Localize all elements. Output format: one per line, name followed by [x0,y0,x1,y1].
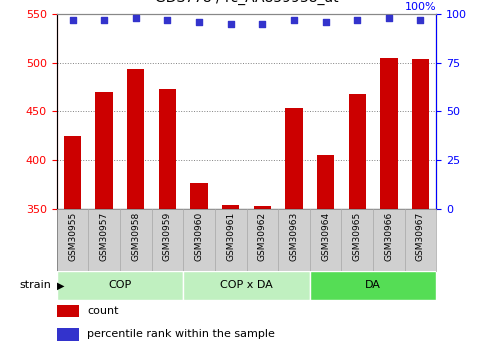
Text: 100%: 100% [405,2,436,12]
Bar [64,136,81,209]
Point [385,15,393,20]
Bar [57,328,79,341]
Text: GSM30966: GSM30966 [385,212,393,261]
Text: GSM30958: GSM30958 [131,212,141,261]
Bar [253,206,271,209]
Text: GSM30963: GSM30963 [289,212,298,261]
Point [290,17,298,22]
Text: COP: COP [108,280,132,290]
Text: GSM30967: GSM30967 [416,212,425,261]
Text: DA: DA [365,280,381,290]
Text: strain: strain [20,280,52,290]
Point [132,15,140,20]
Text: GSM30965: GSM30965 [352,212,362,261]
FancyBboxPatch shape [310,209,341,271]
Bar [285,108,303,209]
Bar [96,92,113,209]
Text: percentile rank within the sample: percentile rank within the sample [87,329,275,339]
Text: GSM30962: GSM30962 [258,212,267,261]
FancyBboxPatch shape [57,209,88,271]
Bar [412,59,429,209]
Bar [222,205,240,209]
Bar [127,69,144,209]
Bar [317,155,334,209]
Point [100,17,108,22]
FancyBboxPatch shape [246,209,278,271]
FancyBboxPatch shape [88,209,120,271]
FancyBboxPatch shape [183,209,215,271]
Text: GSM30964: GSM30964 [321,212,330,261]
Text: GDS778 / rc_AA859938_at: GDS778 / rc_AA859938_at [155,0,338,5]
Bar [159,89,176,209]
Text: GSM30955: GSM30955 [68,212,77,261]
Text: count: count [87,306,118,316]
Bar [349,94,366,209]
Point [195,19,203,24]
Point [164,17,172,22]
Point [227,21,235,26]
Bar [57,305,79,317]
FancyBboxPatch shape [183,271,310,300]
FancyBboxPatch shape [278,209,310,271]
Point [353,17,361,22]
Text: GSM30960: GSM30960 [195,212,204,261]
Point [69,17,76,22]
Point [321,19,329,24]
FancyBboxPatch shape [152,209,183,271]
FancyBboxPatch shape [120,209,152,271]
FancyBboxPatch shape [405,209,436,271]
FancyBboxPatch shape [373,209,405,271]
Text: ▶: ▶ [57,280,64,290]
Text: GSM30957: GSM30957 [100,212,108,261]
FancyBboxPatch shape [57,271,183,300]
FancyBboxPatch shape [215,209,246,271]
Text: GSM30959: GSM30959 [163,212,172,261]
Point [258,21,266,26]
FancyBboxPatch shape [310,271,436,300]
Bar [190,184,208,209]
Text: GSM30961: GSM30961 [226,212,235,261]
Text: COP x DA: COP x DA [220,280,273,290]
Bar [380,58,397,209]
FancyBboxPatch shape [341,209,373,271]
Point [417,17,424,22]
